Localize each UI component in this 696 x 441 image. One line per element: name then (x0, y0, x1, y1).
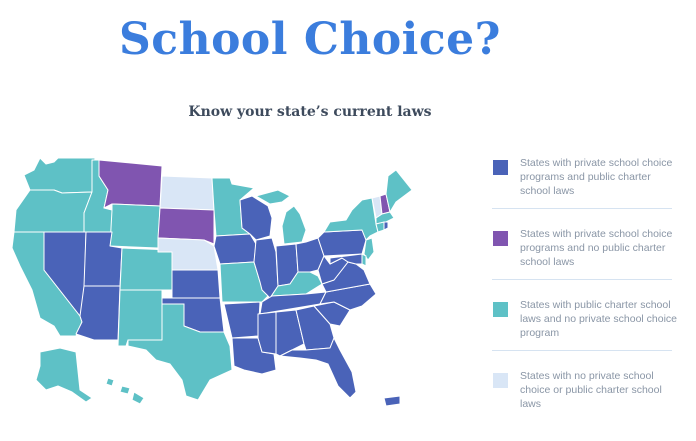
legend-label: States with private school choice progra… (520, 228, 673, 268)
legend-item-neither: States with no private school choice or … (490, 363, 690, 421)
state-ND[interactable] (159, 175, 215, 211)
state-KS[interactable] (171, 269, 221, 299)
page-subtitle: Know your state’s current laws (188, 104, 432, 120)
legend-swatch-charter-no-private (493, 302, 508, 317)
legend-swatch-private-no-charter (493, 231, 508, 246)
legend-label: States with private school choice progra… (520, 157, 673, 197)
state-RI[interactable] (383, 221, 389, 231)
page-title: School Choice? (119, 14, 501, 65)
state-ME[interactable] (385, 169, 413, 213)
state-MS[interactable] (257, 311, 277, 355)
legend-divider (492, 279, 672, 280)
state-WA[interactable] (23, 157, 96, 194)
state-MT[interactable] (98, 159, 163, 209)
legend-divider (492, 350, 672, 351)
state-SD[interactable] (157, 207, 215, 245)
state-WI[interactable] (239, 195, 273, 241)
legend-swatch-neither (493, 373, 508, 388)
legend-divider (492, 208, 672, 209)
state-FL[interactable] (279, 337, 357, 399)
state-MD[interactable] (329, 253, 363, 265)
legend-label: States with no private school choice or … (520, 370, 662, 410)
legend-item-charter-no-private: States with public charter school laws a… (490, 292, 690, 350)
state-TX[interactable] (127, 303, 233, 401)
legend-item-private-no-charter: States with private school choice progra… (490, 221, 690, 279)
legend-swatch-private-and-charter (493, 160, 508, 175)
state-MI[interactable] (255, 189, 307, 245)
state-NM[interactable] (117, 289, 163, 347)
state-CO[interactable] (119, 247, 173, 291)
us-states-map (11, 157, 413, 407)
state-NY[interactable] (323, 197, 379, 241)
state-AR[interactable] (223, 301, 261, 339)
state-IA[interactable] (213, 233, 257, 265)
state-AK[interactable] (35, 347, 93, 403)
state-PA[interactable] (317, 229, 367, 257)
legend-label: States with public charter school laws a… (520, 299, 678, 339)
state-PR[interactable] (383, 395, 401, 407)
state-NJ[interactable] (363, 237, 375, 261)
legend: States with private school choice progra… (490, 150, 690, 421)
state-CT[interactable] (375, 221, 385, 233)
state-OR[interactable] (13, 189, 93, 233)
state-HI[interactable] (105, 377, 145, 405)
state-WY[interactable] (109, 203, 161, 249)
state-AZ[interactable] (75, 285, 121, 341)
legend-item-private-and-charter: States with private school choice progra… (490, 150, 690, 208)
state-DE[interactable] (361, 253, 367, 267)
